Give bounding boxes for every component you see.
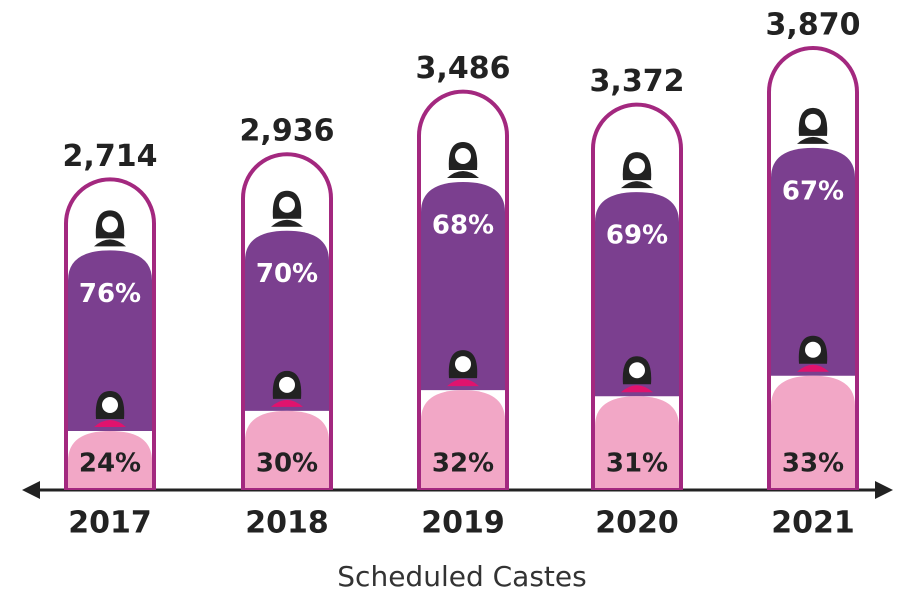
women-segment [245, 230, 329, 411]
women-segment [68, 250, 152, 431]
face [102, 396, 118, 413]
face [805, 341, 821, 358]
total-label: 3,486 [416, 51, 511, 86]
face [805, 113, 821, 130]
face [102, 216, 118, 233]
face [629, 158, 645, 175]
girls-pct-label: 33% [782, 449, 844, 479]
axis-arrow-right [875, 481, 893, 499]
girls-segment [421, 390, 505, 488]
women-pct-label: 70% [256, 259, 318, 289]
body [797, 364, 829, 372]
women-pct-label: 76% [79, 279, 141, 309]
girls-pct-label: 32% [432, 449, 494, 479]
body [621, 385, 653, 393]
body [621, 181, 653, 189]
girl-icon [797, 335, 829, 372]
total-label: 3,372 [590, 64, 685, 99]
girls-segment [68, 430, 152, 488]
girl-icon [271, 370, 303, 407]
woman-icon [797, 107, 829, 144]
girl-icon [447, 350, 479, 387]
axis-arrow-left [22, 481, 40, 499]
x-axis-label: Scheduled Castes [337, 560, 586, 593]
face [455, 356, 471, 373]
face [455, 147, 471, 164]
x-tick-label: 2021 [771, 506, 855, 541]
women-segment [771, 147, 855, 376]
x-tick-label: 2017 [68, 506, 152, 541]
woman-icon [271, 190, 303, 227]
girls-pct-label: 30% [256, 449, 318, 479]
body [797, 136, 829, 144]
woman-icon [447, 141, 479, 178]
total-label: 2,714 [63, 139, 158, 174]
body [447, 170, 479, 178]
women-segment [595, 192, 679, 397]
body [94, 419, 126, 427]
body [94, 239, 126, 247]
woman-icon [621, 152, 653, 189]
x-tick-label: 2020 [595, 506, 679, 541]
body [271, 219, 303, 227]
girls-segment [595, 396, 679, 488]
total-label: 2,936 [240, 114, 335, 149]
face [629, 362, 645, 379]
girls-pct-label: 24% [79, 449, 141, 479]
women-pct-label: 67% [782, 176, 844, 206]
face [279, 376, 295, 393]
woman-icon [94, 210, 126, 247]
x-tick-label: 2018 [245, 506, 329, 541]
girls-segment [245, 410, 329, 488]
women-pct-label: 68% [432, 210, 494, 240]
women-pct-label: 69% [606, 221, 668, 251]
face [279, 196, 295, 213]
girls-segment [771, 375, 855, 488]
body [447, 379, 479, 387]
women-segment [421, 181, 505, 391]
x-tick-label: 2019 [421, 506, 505, 541]
girl-icon [94, 390, 126, 427]
total-label: 3,870 [766, 8, 861, 43]
girls-pct-label: 31% [606, 449, 668, 479]
body [271, 399, 303, 407]
girl-icon [621, 356, 653, 393]
